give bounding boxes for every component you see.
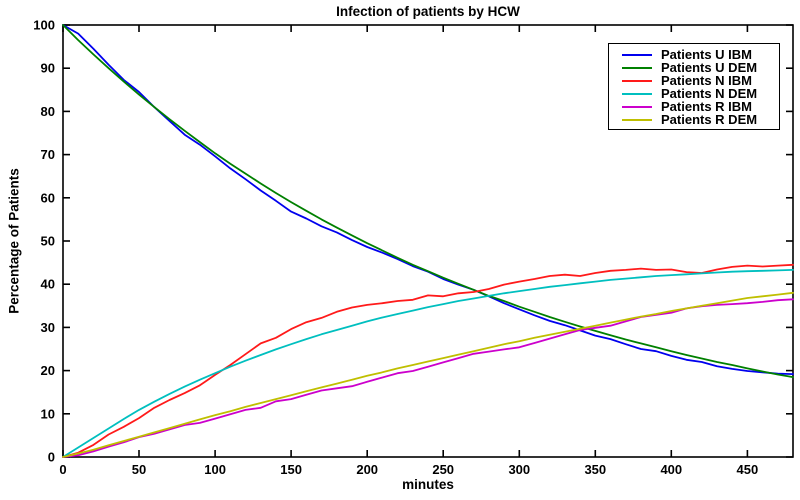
legend-label: Patients U DEM <box>661 60 758 75</box>
x-tick-label: 250 <box>432 462 454 477</box>
series-line-5 <box>62 291 794 458</box>
legend-label: Patients U IBM <box>661 47 753 62</box>
series-line-1 <box>62 24 794 379</box>
legend-item: Patients U IBM <box>609 48 779 61</box>
legend-label: Patients N DEM <box>661 86 758 101</box>
legend-item: Patients U DEM <box>609 61 779 74</box>
x-tick-label: 150 <box>280 462 302 477</box>
series-line-2 <box>62 263 794 458</box>
legend-line-swatch <box>622 118 652 121</box>
y-tick-label: 10 <box>41 406 55 421</box>
chart-title: Infection of patients by HCW <box>336 4 520 19</box>
x-tick-label: 300 <box>508 462 530 477</box>
x-tick-label: 50 <box>132 462 146 477</box>
legend-label: Patients N IBM <box>661 73 753 88</box>
y-tick-label: 50 <box>41 234 55 249</box>
legend-line-swatch <box>622 53 652 56</box>
x-tick-label: 350 <box>584 462 606 477</box>
x-axis-label: minutes <box>402 477 454 492</box>
y-tick-label: 20 <box>41 363 55 378</box>
y-tick-label: 60 <box>41 190 55 205</box>
y-tick-label: 100 <box>33 18 55 33</box>
y-tick-label: 70 <box>41 147 55 162</box>
legend-label: Patients R DEM <box>661 112 758 127</box>
legend-label: Patients R IBM <box>661 99 753 114</box>
y-tick-label: 40 <box>41 277 55 292</box>
legend-item: Patients N DEM <box>609 87 779 100</box>
legend: Patients U IBM Patients U DEM Patients N I… <box>608 43 780 130</box>
y-tick-label: 80 <box>41 104 55 119</box>
legend-item: Patients R DEM <box>609 113 779 126</box>
legend-line-swatch <box>622 66 652 69</box>
legend-item: Patients N IBM <box>609 74 779 87</box>
x-tick-label: 0 <box>59 462 66 477</box>
legend-line-swatch <box>622 105 652 108</box>
series-line-3 <box>62 268 794 458</box>
x-tick-label: 100 <box>204 462 226 477</box>
x-tick-label: 400 <box>660 462 682 477</box>
y-tick-label: 90 <box>41 61 55 76</box>
legend-line-swatch <box>622 92 652 95</box>
series-line-4 <box>62 298 794 458</box>
x-tick-label: 450 <box>737 462 759 477</box>
y-tick-label: 30 <box>41 320 55 335</box>
y-tick-label: 0 <box>48 450 55 465</box>
legend-line-swatch <box>622 79 652 82</box>
legend-item: Patients R IBM <box>609 100 779 113</box>
x-tick-label: 200 <box>356 462 378 477</box>
